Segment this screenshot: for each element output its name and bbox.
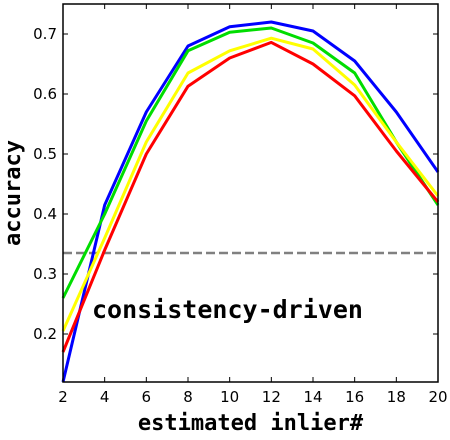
series-line-4 bbox=[61, 40, 440, 353]
y-axis-title: accuracy bbox=[1, 140, 26, 246]
ticks-layer: 2 4 6 8 10 12 14 16 18 20 0.2 0.3 0.4 0.5 0.6 0.7 bbox=[33, 4, 448, 406]
y-tick-label: 0.6 bbox=[33, 85, 57, 103]
y-tick-label: 0.3 bbox=[33, 265, 57, 283]
series-line-2 bbox=[61, 26, 440, 299]
annotation-label: consistency-driven bbox=[92, 295, 363, 324]
y-tick-label: 0.4 bbox=[33, 205, 57, 223]
x-tick-label: 18 bbox=[387, 388, 406, 406]
x-tick-label: 20 bbox=[428, 388, 447, 406]
x-tick-label: 8 bbox=[183, 388, 193, 406]
x-tick-label: 2 bbox=[58, 388, 68, 406]
y-tick-label: 0.5 bbox=[33, 145, 57, 163]
x-tick-label: 10 bbox=[220, 388, 239, 406]
x-tick-label: 14 bbox=[303, 388, 322, 406]
x-axis-title: estimated inlier# bbox=[138, 411, 364, 436]
y-tick-label: 0.2 bbox=[33, 325, 57, 343]
x-tick-label: 4 bbox=[100, 388, 110, 406]
series-line-3 bbox=[61, 36, 440, 332]
x-tick-label: 16 bbox=[345, 388, 364, 406]
x-tick-label: 12 bbox=[262, 388, 281, 406]
series-line-1 bbox=[61, 20, 440, 383]
y-tick-label: 0.7 bbox=[33, 25, 57, 43]
series-layer bbox=[61, 20, 440, 383]
x-tick-label: 6 bbox=[142, 388, 152, 406]
plot-frame bbox=[62, 3, 439, 383]
